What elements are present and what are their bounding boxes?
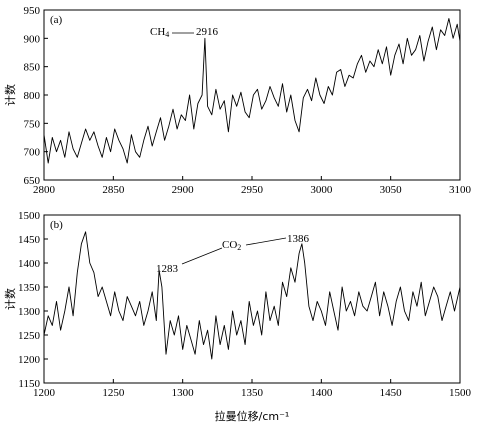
panel-a-y-tick-label: 650: [24, 175, 41, 187]
co2-peak-annotation: CO2 1386: [222, 233, 310, 252]
ch4-annotation-prefix: CH: [150, 26, 165, 38]
panel-b-x-axis: 1200 1250 1300 1350 1400 1450 1500: [33, 379, 472, 399]
panel-a-label: (a): [50, 14, 63, 26]
peak-1283-annotation-value: 1283: [156, 263, 179, 275]
panel-a-y-tick-label: 750: [24, 118, 41, 130]
panel-b-x-tick-label: 1200: [33, 387, 56, 399]
panel-b-chart: (b) 计数 1200 1250 1300 1350 1400 1450 1500 1150…: [4, 210, 472, 423]
panel-b-y-axis-title: 计数: [4, 288, 17, 310]
panel-b-series-line: [43, 231, 461, 360]
panel-b-x-tick-label: 1450: [380, 387, 403, 399]
co2-annotation-value: 1386: [287, 233, 310, 245]
panel-a-y-axis: 650 700 750 800 850 900 950: [24, 5, 48, 187]
panel-a-x-tick-label: 3050: [380, 184, 403, 196]
panel-b-y-tick-label: 1300: [18, 306, 41, 318]
panel-b-y-tick-label: 1250: [18, 330, 41, 342]
panel-b-x-tick-label: 1400: [310, 387, 333, 399]
panel-b-x-tick-label: 1250: [102, 387, 125, 399]
panel-b-y-tick-label: 1200: [18, 354, 41, 366]
panel-b-x-tick-label: 1500: [449, 387, 472, 399]
panel-a-y-tick-label: 800: [24, 90, 41, 102]
panel-a-x-tick-label: 2950: [241, 184, 264, 196]
panel-a-series-line: [43, 18, 461, 164]
panel-a-x-tick-label: 2800: [33, 184, 56, 196]
panel-a-y-tick-label: 700: [24, 147, 41, 159]
panel-a-x-tick-label: 3000: [310, 184, 333, 196]
panel-a-y-axis-title: 计数: [4, 84, 17, 106]
ch4-annotation-subscript: 4: [165, 30, 169, 39]
panel-b-x-axis-title: 拉曼位移/cm⁻¹: [215, 409, 290, 423]
panel-a-x-tick-label: 3100: [449, 184, 472, 196]
panel-a-x-axis: 2800 2850 2900 2950 3000 3050 3100: [33, 176, 472, 196]
ch4-annotation-value: 2916: [196, 26, 219, 38]
panel-a-plot-frame: [43, 9, 461, 181]
panel-b-y-tick-label: 1150: [18, 378, 40, 390]
panel-b-y-tick-label: 1500: [18, 210, 41, 222]
ch4-annotation-label: CH4: [150, 26, 169, 39]
peak-1283-annotation: 1283: [156, 247, 223, 275]
peak-1283-annotation-leader: [181, 247, 223, 265]
panel-a-y-tick-label: 850: [24, 62, 41, 74]
panel-b-plot-frame: [43, 214, 461, 384]
panel-b-x-tick-label: 1350: [241, 387, 264, 399]
co2-annotation-subscript: 2: [237, 243, 241, 252]
panel-a-y-tick-label: 950: [24, 5, 41, 17]
panel-a-x-tick-label: 2850: [102, 184, 125, 196]
panel-b-label: (b): [50, 219, 63, 231]
co2-annotation-prefix: CO: [222, 239, 237, 251]
panel-b-y-tick-label: 1450: [18, 234, 41, 246]
panel-b-y-tick-label: 1400: [18, 258, 41, 270]
panel-b-y-tick-label: 1350: [18, 282, 41, 294]
panel-b-y-axis: 1150 1200 1250 1300 1350 1400 1450 1500: [18, 210, 48, 390]
co2-annotation-leader: [245, 237, 287, 246]
co2-annotation-label: CO2: [222, 239, 241, 252]
panel-a-y-tick-label: 900: [24, 33, 41, 45]
panel-a-chart: (a) 计数 2800 2850 2900 2950 3000 3050 3100 650 7…: [4, 5, 472, 196]
panel-b-x-tick-label: 1300: [172, 387, 195, 399]
ch4-peak-annotation: CH4 2916: [150, 26, 219, 39]
panel-a-x-tick-label: 2900: [172, 184, 195, 196]
